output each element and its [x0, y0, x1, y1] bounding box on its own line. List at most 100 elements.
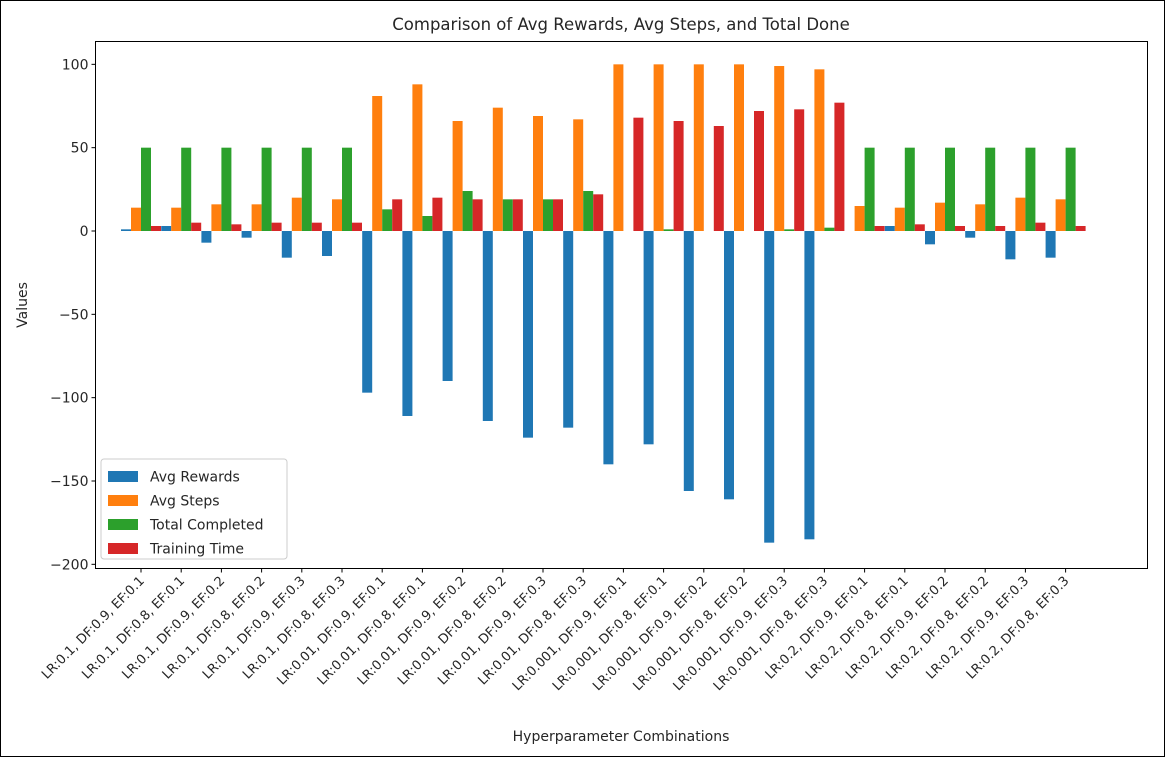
bar-avg-rewards-11: [563, 231, 574, 428]
y-tick-label: 50: [71, 141, 89, 157]
bar-training-time-12: [633, 117, 644, 231]
bar-avg-rewards-8: [442, 231, 453, 381]
bar-training-time-6: [392, 199, 403, 231]
bar-avg-rewards-19: [884, 226, 895, 231]
bar-avg-steps-16: [774, 66, 785, 231]
bar-training-time-19: [914, 224, 925, 231]
bar-avg-steps-20: [935, 202, 945, 231]
bar-total-completed-9: [502, 199, 513, 231]
bar-avg-steps-21: [975, 204, 986, 231]
bar-avg-steps-9: [492, 107, 503, 231]
bar-training-time-4: [311, 222, 322, 231]
bar-training-time-13: [673, 121, 684, 231]
bar-training-time-2: [231, 224, 242, 231]
bar-training-time-7: [432, 197, 443, 231]
bar-avg-steps-7: [412, 84, 423, 231]
legend: Avg Rewards Avg Steps Total Completed Train…: [100, 458, 288, 560]
bar-avg-steps-22: [1015, 197, 1026, 231]
bar-avg-rewards-20: [925, 231, 935, 245]
y-tick-label: 100: [62, 57, 89, 73]
bar-avg-rewards-21: [965, 231, 976, 238]
bar-avg-rewards-22: [1005, 231, 1016, 260]
bar-avg-steps-1: [171, 207, 182, 231]
bar-total-completed-22: [1025, 147, 1036, 231]
bar-avg-rewards-23: [1045, 231, 1056, 258]
plot-area: [95, 41, 1148, 569]
bar-avg-rewards-12: [603, 231, 614, 465]
bar-total-completed-2: [221, 147, 232, 231]
legend-label: Training Time: [149, 542, 244, 558]
bar-total-completed-10: [543, 199, 553, 231]
bar-total-completed-13: [663, 229, 674, 231]
bar-avg-rewards-6: [362, 231, 373, 393]
bar-training-time-18: [874, 226, 885, 231]
bar-total-completed-4: [301, 147, 312, 231]
bar-avg-rewards-14: [683, 231, 694, 491]
bar-avg-rewards-10: [523, 231, 533, 438]
bar-training-time-3: [271, 222, 282, 231]
y-tick-label: −50: [59, 307, 89, 323]
bar-avg-rewards-17: [804, 231, 815, 540]
bar-training-time-5: [352, 222, 362, 231]
bar-avg-rewards-1: [161, 226, 172, 231]
bar-avg-steps-2: [211, 204, 222, 231]
bar-avg-rewards-13: [643, 231, 654, 445]
legend-swatch: [108, 519, 138, 530]
y-tick-label: −200: [50, 557, 88, 573]
bar-avg-steps-17: [814, 69, 825, 231]
legend-swatch: [108, 495, 138, 506]
legend-label: Avg Steps: [150, 494, 220, 510]
bar-avg-rewards-5: [322, 231, 332, 256]
bar-total-completed-3: [261, 147, 272, 231]
bar-avg-steps-15: [734, 64, 744, 231]
bar-avg-steps-8: [452, 121, 463, 231]
bar-training-time-9: [512, 199, 523, 231]
bar-total-completed-16: [784, 229, 795, 231]
bar-training-time-11: [593, 194, 604, 231]
bar-training-time-20: [955, 226, 965, 231]
chart-title: Comparison of Avg Rewards, Avg Steps, an…: [392, 15, 849, 34]
bar-avg-rewards-16: [764, 231, 775, 543]
y-axis-label: Values: [15, 282, 31, 328]
bar-avg-rewards-7: [402, 231, 413, 416]
bar-total-completed-7: [422, 216, 433, 231]
bar-total-completed-18: [864, 147, 875, 231]
bar-avg-rewards-15: [724, 231, 734, 500]
legend-swatch: [108, 543, 138, 554]
x-axis-label: Hyperparameter Combinations: [513, 729, 730, 745]
bar-avg-steps-6: [372, 96, 383, 231]
bar-training-time-22: [1035, 222, 1046, 231]
bar-total-completed-11: [583, 191, 594, 231]
bar-avg-steps-14: [693, 64, 704, 231]
bar-training-time-15: [754, 111, 764, 231]
bar-total-completed-21: [985, 147, 996, 231]
bar-avg-steps-0: [131, 207, 141, 231]
bar-total-completed-19: [904, 147, 915, 231]
bar-total-completed-23: [1065, 147, 1076, 231]
bars-group: [121, 64, 1086, 543]
bar-training-time-17: [834, 102, 845, 231]
bar-training-time-0: [151, 226, 161, 231]
bar-avg-steps-13: [653, 64, 664, 231]
bar-training-time-21: [995, 226, 1006, 231]
legend-label: Total Completed: [149, 518, 264, 534]
bar-avg-rewards-2: [201, 231, 212, 243]
bar-total-completed-17: [824, 227, 835, 231]
bar-total-completed-5: [342, 147, 352, 231]
bar-training-time-16: [794, 109, 805, 231]
legend-box: [100, 458, 288, 560]
bar-training-time-8: [472, 199, 483, 231]
bar-avg-steps-19: [894, 207, 905, 231]
bar-training-time-10: [553, 199, 563, 231]
bar-avg-rewards-9: [482, 231, 493, 421]
bar-avg-steps-23: [1055, 199, 1066, 231]
bar-training-time-14: [713, 126, 724, 231]
bar-total-completed-8: [462, 191, 473, 231]
y-tick-label: 0: [80, 224, 89, 240]
bar-avg-steps-3: [251, 204, 262, 231]
bar-total-completed-6: [382, 209, 393, 231]
bar-avg-steps-18: [854, 206, 865, 231]
y-tick-label: −150: [50, 474, 88, 490]
